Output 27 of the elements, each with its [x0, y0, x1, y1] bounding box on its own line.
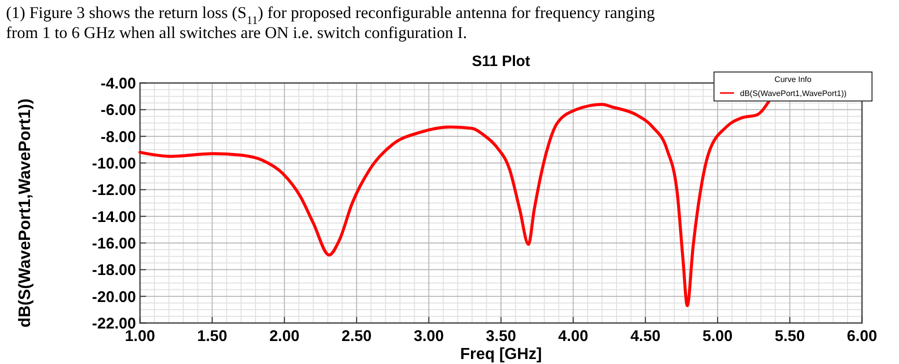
line-series — [138, 98, 772, 308]
x-tick-label: 4.00 — [558, 328, 588, 345]
x-tick-label: 2.00 — [269, 328, 300, 345]
x-tick-label: 2.50 — [342, 328, 372, 345]
x-tick-label: 1.50 — [197, 328, 228, 345]
y-tick-label: -6.00 — [100, 102, 136, 120]
x-tick-label: 1.00 — [124, 328, 156, 345]
y-tick-label: -14.00 — [92, 208, 136, 226]
y-tick-label: -12.00 — [92, 182, 136, 200]
x-tick-label: 4.50 — [630, 328, 660, 345]
x-tick-label: 3.50 — [486, 328, 516, 345]
legend-title: Curve Info — [774, 75, 812, 84]
x-tick-label: 5.50 — [774, 328, 805, 345]
x-tick-label: 6.00 — [846, 328, 878, 345]
text: (1) Figure 3 shows the return loss (S$_{11}$) for proposed reconfigurable antenna for frequency ranging from 1 to 6 GHz when all switches are ON i.e. switch configuration I. — [6, 3, 655, 42]
y-axis-title: dB(S(WavePort1,WavePort1)) — [16, 98, 34, 328]
y-tick-label: -10.00 — [92, 156, 136, 172]
y-tick-label: -8.00 — [100, 128, 136, 146]
legend-label: dB(S(WavePort1,WavePort1)) — [740, 89, 847, 98]
chart-title: S11 Plot — [472, 53, 530, 70]
x-axis-title: Freq [GHz] — [460, 346, 542, 363]
x-tick-label: 5.00 — [702, 328, 733, 345]
y-tick-label: -16.00 — [92, 236, 136, 252]
y-tick-label: -20.00 — [92, 288, 136, 306]
y-tick-label: -18.00 — [92, 262, 136, 280]
y-tick-label: -4.00 — [100, 76, 136, 92]
x-tick-label: 3.00 — [414, 328, 444, 345]
